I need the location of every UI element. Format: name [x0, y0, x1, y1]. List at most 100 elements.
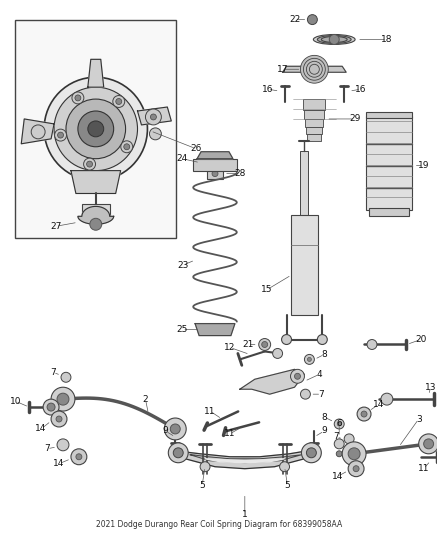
- Polygon shape: [21, 119, 54, 144]
- Bar: [366, 112, 412, 118]
- Text: 11: 11: [418, 464, 429, 473]
- Circle shape: [164, 418, 186, 440]
- Text: 12: 12: [224, 343, 236, 352]
- Bar: [304, 110, 324, 119]
- Circle shape: [348, 448, 360, 460]
- Circle shape: [170, 424, 180, 434]
- Circle shape: [149, 128, 161, 140]
- Polygon shape: [190, 455, 301, 463]
- Text: 14: 14: [332, 472, 343, 481]
- Text: 9: 9: [321, 426, 327, 435]
- Circle shape: [72, 92, 84, 104]
- Circle shape: [90, 219, 102, 230]
- Text: 19: 19: [418, 161, 429, 170]
- Text: 11: 11: [224, 430, 236, 439]
- Circle shape: [348, 461, 364, 477]
- Text: 22: 22: [289, 15, 300, 24]
- Text: 21: 21: [242, 340, 254, 349]
- Text: 28: 28: [234, 169, 246, 178]
- Polygon shape: [138, 107, 171, 125]
- Polygon shape: [88, 59, 104, 87]
- Circle shape: [300, 55, 328, 83]
- Text: 16: 16: [355, 85, 367, 94]
- Polygon shape: [195, 324, 235, 336]
- Circle shape: [66, 99, 126, 159]
- Text: 16: 16: [262, 85, 273, 94]
- Circle shape: [424, 439, 434, 449]
- Circle shape: [150, 114, 156, 120]
- Circle shape: [279, 462, 290, 472]
- Text: 24: 24: [177, 154, 188, 163]
- Bar: [15, 20, 176, 238]
- Text: 20: 20: [415, 335, 426, 344]
- Text: 2021 Dodge Durango Rear Coil Spring Diagram for 68399058AA: 2021 Dodge Durango Rear Coil Spring Diag…: [96, 520, 342, 529]
- Bar: [305, 119, 323, 127]
- Circle shape: [309, 64, 319, 74]
- Text: 7: 7: [50, 368, 56, 377]
- Circle shape: [124, 144, 130, 150]
- Circle shape: [334, 419, 344, 429]
- Circle shape: [301, 443, 321, 463]
- Circle shape: [31, 125, 45, 139]
- Text: 4: 4: [317, 370, 322, 379]
- Circle shape: [212, 171, 218, 176]
- Circle shape: [272, 349, 283, 358]
- Text: 14: 14: [53, 459, 65, 468]
- Ellipse shape: [321, 36, 347, 43]
- Circle shape: [47, 403, 55, 411]
- Polygon shape: [283, 66, 346, 72]
- Text: 14: 14: [373, 400, 385, 409]
- Circle shape: [294, 373, 300, 379]
- Circle shape: [76, 454, 82, 460]
- Text: 2: 2: [143, 394, 148, 403]
- Circle shape: [54, 87, 138, 171]
- Circle shape: [282, 335, 292, 344]
- Polygon shape: [71, 171, 120, 193]
- Circle shape: [43, 399, 59, 415]
- Circle shape: [113, 95, 125, 108]
- Bar: [300, 151, 308, 215]
- Circle shape: [344, 434, 354, 444]
- Circle shape: [168, 443, 188, 463]
- Circle shape: [75, 95, 81, 101]
- Polygon shape: [240, 369, 304, 394]
- Text: 27: 27: [50, 222, 62, 231]
- Text: 9: 9: [162, 426, 168, 435]
- Circle shape: [318, 335, 327, 344]
- Text: 5: 5: [285, 481, 290, 490]
- Circle shape: [329, 35, 339, 44]
- Circle shape: [357, 407, 371, 421]
- Text: 23: 23: [177, 261, 189, 270]
- Circle shape: [200, 462, 210, 472]
- Bar: [307, 134, 321, 141]
- Text: 8: 8: [321, 350, 327, 359]
- Polygon shape: [78, 206, 114, 224]
- Bar: [369, 208, 409, 216]
- Circle shape: [121, 141, 133, 153]
- Text: 18: 18: [381, 35, 392, 44]
- Circle shape: [44, 77, 148, 181]
- Circle shape: [259, 338, 271, 351]
- Circle shape: [145, 109, 161, 125]
- Circle shape: [307, 14, 318, 25]
- Bar: [82, 204, 110, 216]
- Ellipse shape: [318, 36, 351, 44]
- Circle shape: [88, 121, 104, 137]
- Text: 11: 11: [204, 407, 216, 416]
- Circle shape: [353, 466, 359, 472]
- Circle shape: [334, 439, 344, 449]
- Circle shape: [116, 99, 122, 104]
- Circle shape: [336, 451, 342, 457]
- Circle shape: [367, 340, 377, 350]
- Ellipse shape: [313, 35, 355, 44]
- Text: 7: 7: [44, 445, 50, 454]
- Circle shape: [290, 369, 304, 383]
- Circle shape: [51, 387, 75, 411]
- Bar: [290, 215, 318, 314]
- Circle shape: [381, 393, 393, 405]
- Text: 14: 14: [35, 424, 47, 433]
- Circle shape: [307, 61, 322, 77]
- Text: 26: 26: [191, 144, 202, 154]
- Text: 25: 25: [177, 325, 188, 334]
- Circle shape: [307, 358, 311, 361]
